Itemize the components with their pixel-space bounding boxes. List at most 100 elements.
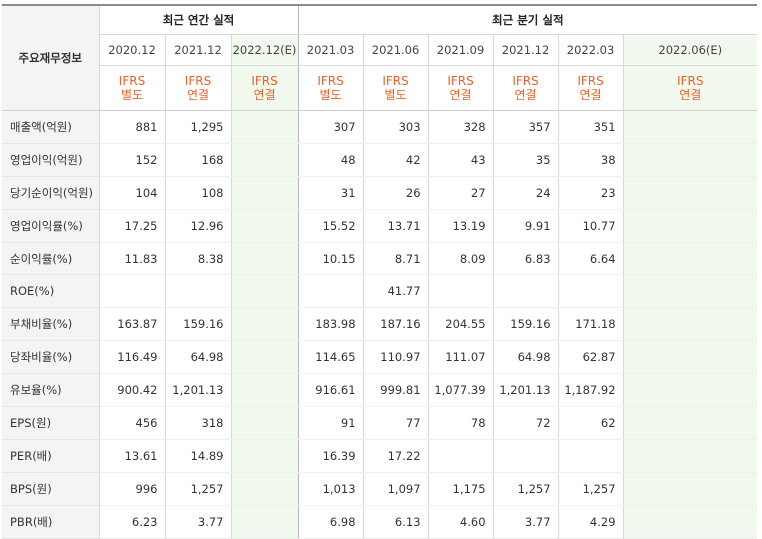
table-cell [230, 472, 299, 506]
table-row: ROE(%) 41.77 [2, 274, 758, 309]
basis-standard: IFRS [447, 74, 474, 88]
table-cell: 41.77 [362, 274, 429, 309]
table-cell [622, 307, 758, 342]
table-cell: 38 [557, 143, 624, 177]
table-cell: 91 [297, 406, 364, 440]
table-row: 당기순이익(억원) 104 108 31 26 27 24 23 [2, 176, 758, 210]
row-label: 영업이익률(%) [2, 208, 99, 243]
table-row: PER(배) 13.61 14.89 16.39 17.22 [2, 439, 758, 473]
table-cell: 23 [557, 176, 624, 210]
table-cell [230, 406, 299, 440]
table-row: 영업이익률(%) 17.25 12.96 15.52 13.71 13.19 9.91 10.… [2, 208, 758, 243]
table-cell: 72 [492, 406, 559, 440]
table-cell: 78 [427, 406, 494, 440]
table-cell: 13.61 [98, 439, 165, 473]
table-cell: 62 [557, 406, 624, 440]
table-cell [622, 242, 758, 276]
basis-standard: IFRS [251, 74, 278, 88]
basis-scope: 별도 [120, 88, 144, 102]
table-cell: 104 [98, 176, 165, 210]
row-label: 순이익률(%) [2, 242, 99, 276]
table-cell: 303 [362, 110, 429, 144]
table-cell: 13.71 [362, 208, 429, 243]
table-row: 영업이익(억원) 152 168 48 42 43 35 38 [2, 143, 758, 177]
period-basis: IFRS 별도 [297, 65, 364, 111]
table-cell: 163.87 [98, 307, 165, 342]
table-cell [164, 274, 231, 309]
basis-standard: IFRS [118, 74, 146, 88]
table-cell: 8.38 [164, 242, 231, 276]
table-cell [230, 505, 299, 539]
table-cell: 318 [164, 406, 231, 440]
table-cell: 9.91 [492, 208, 559, 243]
row-label: 부채비율(%) [2, 307, 99, 342]
table-row: 부채비율(%) 163.87 159.16 183.98 187.16 204.55 159… [2, 307, 758, 342]
table-cell: 48 [297, 143, 364, 177]
table-cell: 6.13 [362, 505, 429, 539]
table-cell: 357 [492, 110, 559, 144]
table-cell [230, 242, 299, 276]
period-basis: IFRS 연결 [427, 65, 494, 111]
period-basis: IFRS 연결 [164, 65, 231, 111]
table-row: 당좌비율(%) 116.49 64.98 114.65 110.97 111.07 64.9… [2, 340, 758, 375]
table-cell: 1,201.13 [164, 373, 231, 408]
table-cell: 8.71 [362, 242, 429, 276]
row-label: 당좌비율(%) [2, 340, 99, 375]
table-cell: 6.98 [297, 505, 364, 539]
table-cell: 152 [98, 143, 165, 177]
table-cell: 10.77 [557, 208, 624, 243]
table-cell: 168 [164, 143, 231, 177]
table-cell: 1,187.92 [557, 373, 624, 408]
table-cell: 108 [164, 176, 231, 210]
row-label: PER(배) [2, 439, 99, 473]
table-cell: 1,257 [164, 472, 231, 506]
table-cell [230, 340, 299, 375]
table-cell: 183.98 [297, 307, 364, 342]
table-cell: 6.23 [98, 505, 165, 539]
period-date: 2020.12 [98, 34, 165, 66]
period-basis: IFRS 별도 [98, 65, 165, 111]
table-cell: 114.65 [297, 340, 364, 375]
table-cell [622, 143, 758, 177]
table-cell: 26 [362, 176, 429, 210]
row-label: 영업이익(억원) [2, 143, 99, 177]
basis-scope: 별도 [384, 88, 407, 102]
table-cell [622, 208, 758, 243]
table-cell: 1,097 [362, 472, 429, 506]
table-cell: 1,257 [492, 472, 559, 506]
table-cell: 1,257 [557, 472, 624, 506]
table-cell: 31 [297, 176, 364, 210]
table-cell: 159.16 [492, 307, 559, 342]
table-cell [230, 208, 299, 243]
row-label: 유보율(%) [2, 373, 99, 408]
period-basis: IFRS 별도 [362, 65, 429, 111]
table-cell: 16.39 [297, 439, 364, 473]
table-cell [492, 274, 559, 309]
table-cell: 3.77 [492, 505, 559, 539]
table-cell [98, 274, 165, 309]
label-header: 주요재무정보 [2, 4, 99, 111]
table-cell [622, 110, 758, 144]
basis-scope: 연결 [186, 88, 210, 102]
table-cell [230, 439, 299, 473]
table-cell [622, 176, 758, 210]
table-cell: 11.83 [98, 242, 165, 276]
table-cell: 1,295 [164, 110, 231, 144]
period-basis: IFRS 연결 [622, 65, 758, 111]
row-label: BPS(원) [2, 472, 99, 506]
table-row: 유보율(%) 900.42 1,201.13 916.61 999.81 1,077.39… [2, 373, 758, 408]
table-cell: 1,013 [297, 472, 364, 506]
table-cell: 881 [98, 110, 165, 144]
table-cell: 24 [492, 176, 559, 210]
table-cell: 15.52 [297, 208, 364, 243]
basis-scope: 별도 [319, 88, 342, 102]
table-cell: 12.96 [164, 208, 231, 243]
table-cell: 996 [98, 472, 165, 506]
table-cell [557, 274, 624, 309]
basis-standard: IFRS [677, 74, 704, 88]
table-cell [622, 439, 758, 473]
table-cell: 999.81 [362, 373, 429, 408]
row-label: ROE(%) [2, 274, 99, 309]
table-cell [622, 472, 758, 506]
table-cell: 77 [362, 406, 429, 440]
